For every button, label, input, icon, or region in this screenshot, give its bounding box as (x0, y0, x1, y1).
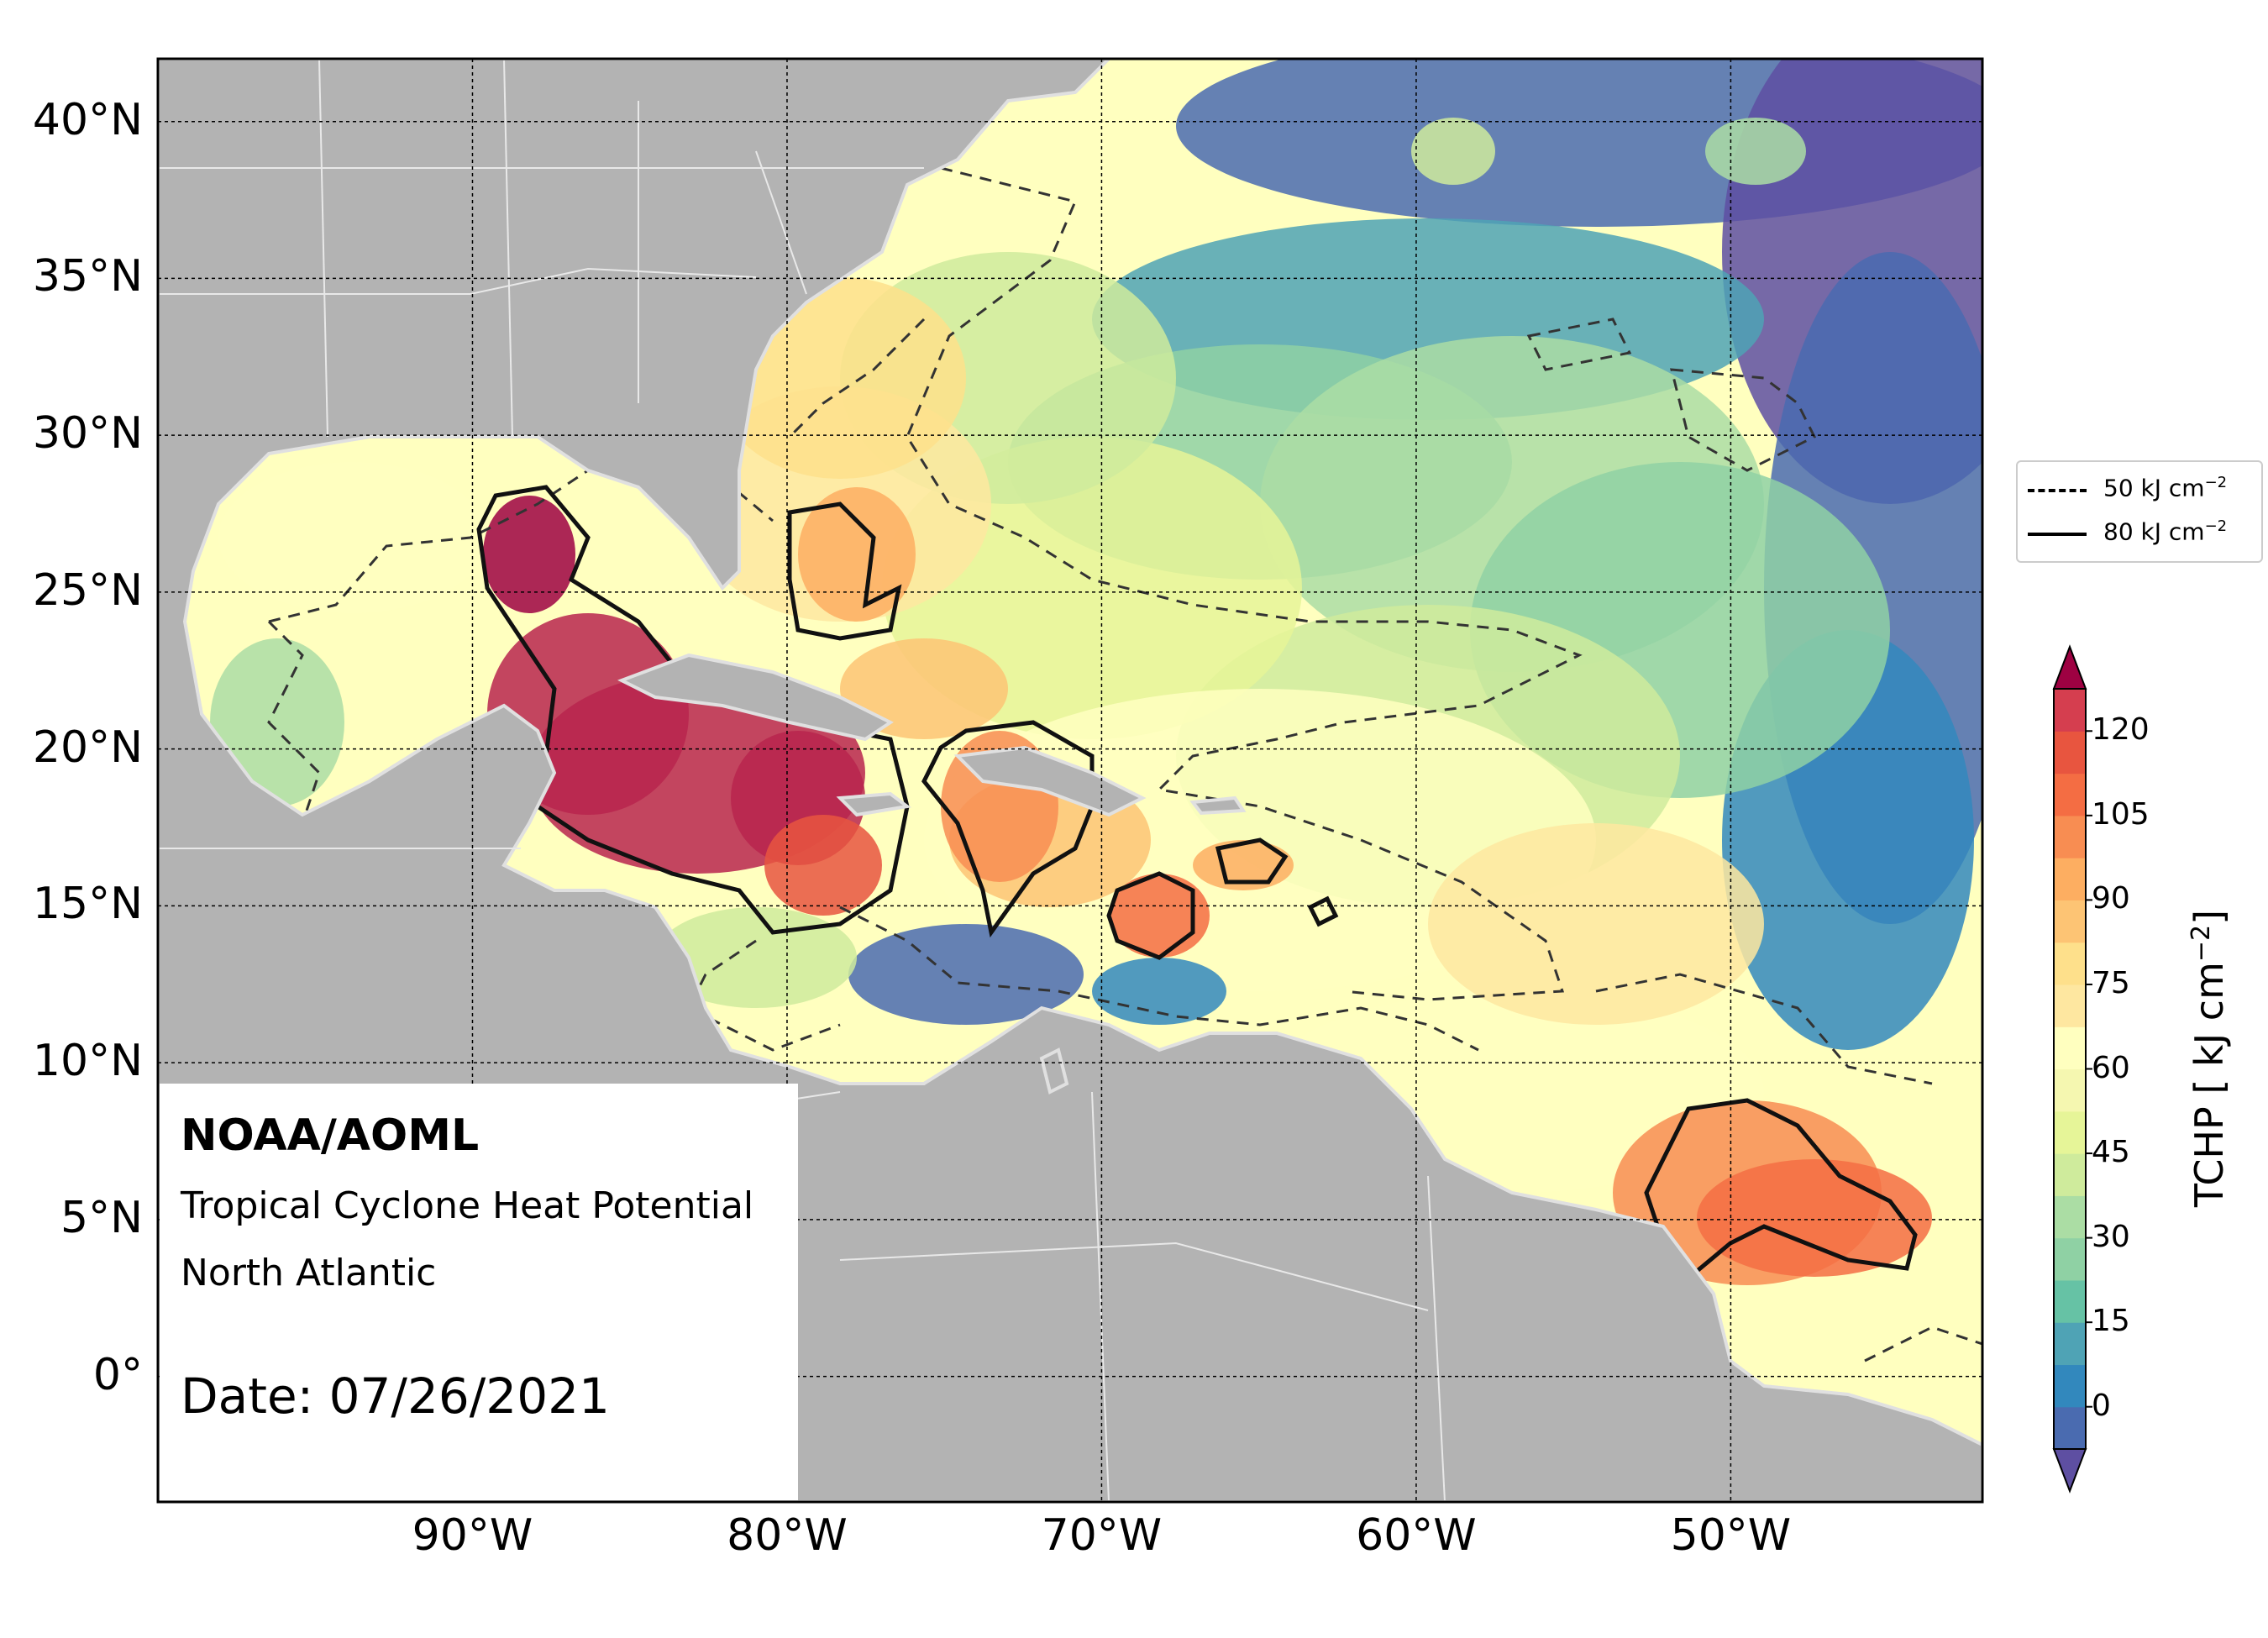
colorbar-segment (2054, 858, 2086, 900)
lon-tick-label: 70°W (1041, 1510, 1163, 1561)
dashed-line-swatch (2028, 489, 2087, 492)
colorbar-segment (2054, 731, 2086, 774)
colorbar-tick-label: 60 (2092, 1050, 2130, 1085)
colorbar-tick-label: 120 (2092, 712, 2150, 748)
colorbar-tick-label: 0 (2092, 1388, 2111, 1423)
lat-tick-label: 5°N (60, 1192, 143, 1243)
map-area (158, 59, 1982, 1502)
colorbar-segment (2054, 1153, 2086, 1196)
contour-50 (267, 166, 1982, 1362)
colorbar-segment (2054, 1364, 2086, 1408)
colorbar-segment (2054, 1237, 2086, 1281)
colorbar-tick-label: 75 (2092, 965, 2130, 1000)
colorbar-tick-label: 45 (2092, 1135, 2130, 1170)
tchp-patch (764, 815, 882, 916)
colorbar-segment (2054, 689, 2086, 732)
product-label: Tropical Cyclone Heat Potential (181, 1184, 754, 1227)
lat-tick-label: 30°N (32, 408, 143, 459)
colorbar-segment (2054, 1110, 2086, 1154)
colorbar (2052, 644, 2092, 1494)
colorbar-segment (2054, 1068, 2086, 1112)
colorbar-segment (2054, 1322, 2086, 1366)
tchp-patch (1697, 1159, 1932, 1277)
colorbar-max-extend (2052, 644, 2087, 690)
map-frame (156, 57, 1984, 1504)
lat-tick-label: 35°N (32, 251, 143, 302)
solid-line-swatch (2028, 533, 2087, 536)
colorbar-segment (2054, 815, 2086, 858)
colorbar-segment (2054, 1026, 2086, 1070)
colorbar-tick-label: 30 (2092, 1219, 2130, 1254)
colorbar-segment (2054, 1279, 2086, 1323)
date-label: Date: 07/26/2021 (181, 1368, 610, 1425)
colorbar-tick-label: 15 (2092, 1304, 2130, 1339)
contour-legend: 50 kJ cm−2 80 kJ cm−2 (2016, 460, 2263, 563)
legend-item-dashed: 50 kJ cm−2 (2028, 470, 2259, 512)
tchp-patch (1428, 823, 1764, 1025)
tchp-patch (840, 638, 1008, 739)
tchp-patch (798, 487, 916, 622)
lon-tick-label: 50°W (1670, 1510, 1792, 1561)
tchp-patch (1705, 118, 1806, 185)
lat-tick-label: 0° (92, 1349, 143, 1400)
lat-tick-label: 10°N (32, 1036, 143, 1087)
legend-label-dashed: 50 kJ cm−2 (2103, 474, 2228, 502)
colorbar-title: TCHP [ kJ cm−2] (2186, 909, 2233, 1208)
organization-label: NOAA/AOML (181, 1110, 480, 1161)
colorbar-segment (2054, 984, 2086, 1027)
colorbar-tick-label: 105 (2092, 796, 2150, 832)
tchp-patch (218, 462, 487, 613)
political-borders (158, 59, 1446, 1502)
lon-tick-label: 90°W (412, 1510, 533, 1561)
colorbar-min-extend (2052, 1448, 2087, 1494)
colorbar-segment (2054, 1195, 2086, 1239)
legend-item-solid: 80 kJ cm−2 (2028, 514, 2259, 556)
colorbar-segment (2054, 900, 2086, 943)
tchp-patch (1092, 958, 1226, 1025)
lat-tick-label: 20°N (32, 722, 143, 773)
colorbar-segment (2054, 942, 2086, 985)
tchp-patch (1411, 118, 1495, 185)
legend-label-solid: 80 kJ cm−2 (2103, 517, 2228, 546)
lat-tick-label: 25°N (32, 564, 143, 616)
colorbar-tick-label: 90 (2092, 881, 2130, 916)
tchp-patch (848, 924, 1084, 1025)
lon-tick-label: 60°W (1356, 1510, 1477, 1561)
colorbar-segment (2054, 773, 2086, 816)
lat-tick-label: 15°N (32, 879, 143, 930)
colorbar-segment (2054, 1406, 2086, 1450)
info-box-background (160, 1084, 798, 1500)
lon-tick-label: 80°W (727, 1510, 848, 1561)
lat-tick-label: 40°N (32, 94, 143, 145)
tchp-patch (655, 907, 857, 1008)
region-label: North Atlantic (181, 1252, 437, 1294)
tchp-patch (483, 496, 575, 613)
